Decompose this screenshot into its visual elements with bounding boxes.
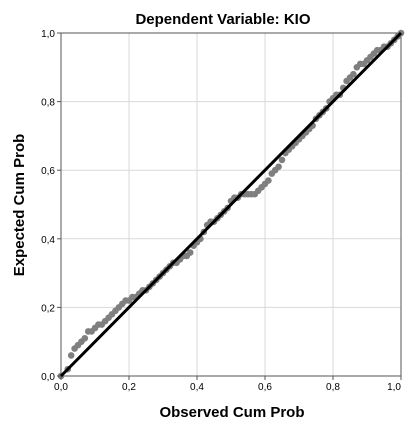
- data-point: [275, 163, 282, 171]
- x-tick-label: 0,4: [190, 382, 204, 393]
- reference-line: [59, 31, 403, 378]
- chart-title: Dependent Variable: KIO: [135, 11, 310, 28]
- x-tick-label: 0,0: [54, 382, 68, 393]
- data-point: [81, 334, 89, 342]
- x-tick-label: 1,0: [387, 382, 401, 393]
- y-tick-label: 1,0: [41, 29, 55, 40]
- x-tick-label: 0,8: [326, 382, 340, 393]
- plot-frame: [60, 32, 402, 377]
- data-point: [67, 352, 75, 359]
- data-point: [278, 156, 286, 164]
- data-point: [186, 249, 194, 256]
- x-axis-label: Observed Cum Prob: [159, 404, 304, 421]
- y-tick-label: 0,0: [41, 372, 55, 383]
- data-point: [265, 177, 272, 184]
- data-point: [350, 70, 357, 78]
- y-tick-label: 0,2: [41, 303, 55, 314]
- y-tick-label: 0,4: [41, 235, 55, 246]
- y-axis-ticks: 0,0 0,2 0,4 0,6 0,8 1,0: [41, 29, 61, 383]
- x-tick-label: 0,2: [122, 382, 136, 393]
- y-tick-label: 0,6: [41, 166, 55, 177]
- y-axis-label: Expected Cum Prob: [11, 134, 28, 277]
- y-tick-label: 0,8: [41, 98, 55, 109]
- x-tick-label: 0,6: [258, 382, 272, 393]
- x-axis-ticks: 0,0 0,2 0,4 0,6 0,8 1,0: [54, 376, 402, 393]
